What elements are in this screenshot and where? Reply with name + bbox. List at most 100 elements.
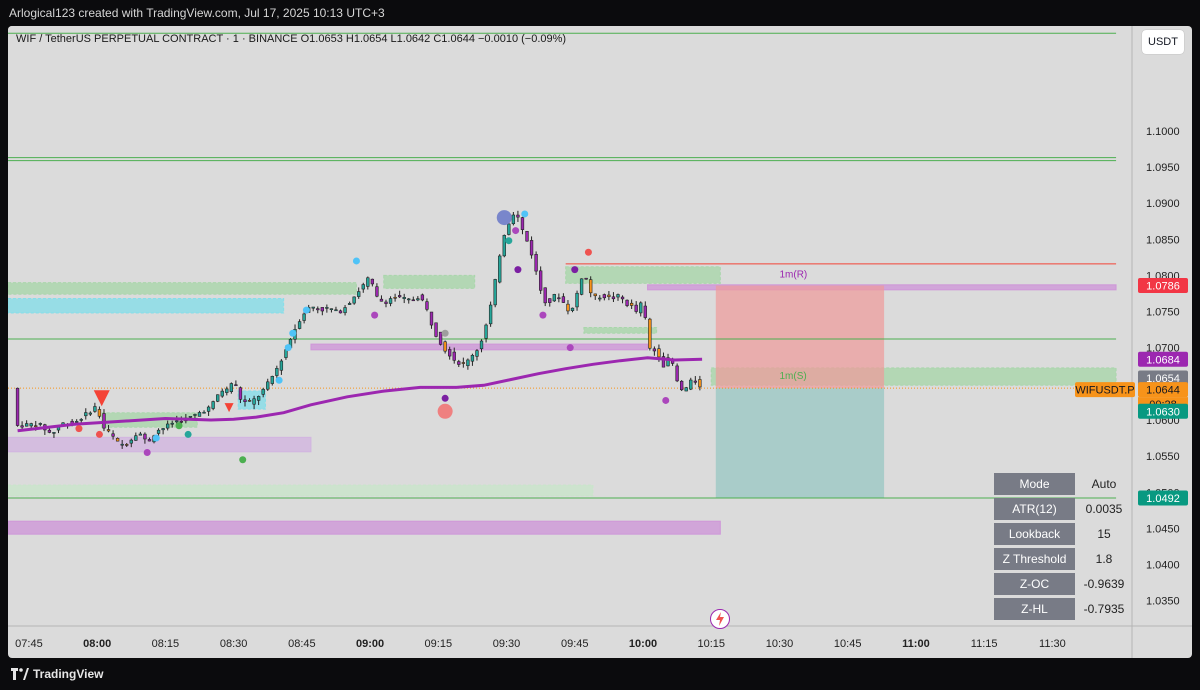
y-tick-label: 1.0400 xyxy=(1146,560,1180,572)
signal-dot xyxy=(284,344,292,352)
signal-dot xyxy=(539,311,547,319)
candle-body xyxy=(393,296,397,299)
candle-body xyxy=(165,423,170,429)
candle-body xyxy=(643,305,647,318)
candle-body xyxy=(443,341,447,352)
candle-body xyxy=(347,303,352,305)
candle-body xyxy=(266,381,270,390)
candle-body xyxy=(607,294,611,297)
symbol-legend[interactable]: WIF / TetherUS PERPETUAL CONTRACT · 1 · … xyxy=(16,33,567,45)
candle-body xyxy=(593,293,597,297)
candle-body xyxy=(52,432,56,434)
caption-text: Arlogical123 created with TradingView.co… xyxy=(9,6,385,20)
candle-body xyxy=(357,291,361,297)
candle-body xyxy=(102,413,106,429)
candle-body xyxy=(129,439,133,444)
x-tick-label: 09:30 xyxy=(493,638,521,650)
stats-row: ATR(12) 0.0035 xyxy=(994,498,1133,520)
candle-body xyxy=(279,360,284,371)
brand-name[interactable]: TradingView xyxy=(33,667,104,681)
signal-dot xyxy=(352,257,360,265)
stats-key: ATR(12) xyxy=(994,498,1075,520)
x-tick-label: 09:15 xyxy=(425,638,453,650)
candle-body xyxy=(375,286,379,297)
candle-body xyxy=(20,425,24,428)
candle-body xyxy=(625,299,629,306)
candle-body xyxy=(120,443,124,446)
signal-dot xyxy=(662,396,670,404)
y-tick-label: 1.0550 xyxy=(1146,451,1180,463)
price-label-text: 1.0492 xyxy=(1146,493,1180,505)
candle-body xyxy=(488,304,493,325)
stats-key: Z Threshold xyxy=(994,548,1075,570)
candle-body xyxy=(206,406,211,412)
x-tick-label: 11:00 xyxy=(902,638,930,650)
candle-body xyxy=(429,311,434,326)
candle-body xyxy=(438,331,443,345)
candle-body xyxy=(97,409,102,417)
y-tick-label: 1.0900 xyxy=(1146,198,1180,210)
candle-body xyxy=(93,406,97,412)
price-zone xyxy=(8,282,357,295)
candle-body xyxy=(525,231,529,242)
candle-body xyxy=(234,384,238,387)
candle-body xyxy=(425,301,429,310)
candle-body xyxy=(689,379,693,390)
price-label-box xyxy=(1138,403,1188,419)
price-zone xyxy=(237,390,266,410)
signal-dot xyxy=(143,449,151,457)
candle-body xyxy=(457,361,461,365)
candle-body xyxy=(384,301,388,304)
candle-body xyxy=(256,396,261,401)
y-tick-label: 1.0350 xyxy=(1146,596,1180,608)
signal-dot xyxy=(441,329,449,337)
candle-body xyxy=(579,278,584,295)
signal-dot xyxy=(584,248,592,256)
candle-body xyxy=(143,433,147,440)
lightning-icon[interactable] xyxy=(710,609,730,629)
candle-body xyxy=(666,357,670,367)
stats-key: Z-HL xyxy=(994,598,1075,620)
signal-dot xyxy=(239,456,247,464)
price-label-box xyxy=(1138,370,1188,386)
candle-body xyxy=(88,412,92,415)
price-zone xyxy=(310,343,649,351)
price-zone xyxy=(8,520,721,535)
candle-body xyxy=(320,307,324,312)
candle-body xyxy=(225,388,229,393)
candle-body xyxy=(216,394,220,402)
price-chart[interactable]: 1m(R)1m(S)1.10001.09501.09001.08501.0800… xyxy=(8,26,1192,658)
signal-dot xyxy=(505,237,513,245)
y-tick-label: 1.0950 xyxy=(1146,162,1180,174)
signal-dot xyxy=(302,306,310,314)
price-label-text: 1.0684 xyxy=(1146,354,1180,366)
candle-body xyxy=(316,308,320,311)
tradingview-logo-icon[interactable] xyxy=(11,668,29,680)
plot-area xyxy=(8,26,1132,626)
y-tick-label: 1.0750 xyxy=(1146,307,1180,319)
candle-body xyxy=(407,298,411,301)
signal-dot xyxy=(152,434,160,442)
currency-button[interactable]: USDT xyxy=(1142,30,1184,54)
candle-body xyxy=(252,398,256,405)
chart-frame[interactable]: 1m(R) 1m(S) 1.1000 1.0950 1.0900 1.0850 1.0800… xyxy=(8,26,1192,658)
candle-body xyxy=(475,350,479,357)
candle-body xyxy=(411,299,415,302)
candle-body xyxy=(188,416,193,418)
symbol-tag-text: WIFUSDT.P xyxy=(1075,385,1134,397)
signal-dot xyxy=(371,311,379,319)
stats-row: Mode Auto xyxy=(994,473,1133,495)
candle-body xyxy=(570,307,575,311)
candle-body xyxy=(402,297,406,299)
stats-key: Mode xyxy=(994,473,1075,495)
price-zone xyxy=(565,266,721,284)
candle-body xyxy=(648,318,652,349)
candle-body xyxy=(243,399,247,403)
price-zone xyxy=(8,484,594,497)
candle-body xyxy=(498,255,502,283)
price-label-box xyxy=(1138,490,1188,506)
candle-body xyxy=(202,411,206,414)
candle-body xyxy=(543,287,547,304)
price-label-text: 1.0644 xyxy=(1146,385,1180,397)
x-tick-label: 10:00 xyxy=(629,638,657,650)
